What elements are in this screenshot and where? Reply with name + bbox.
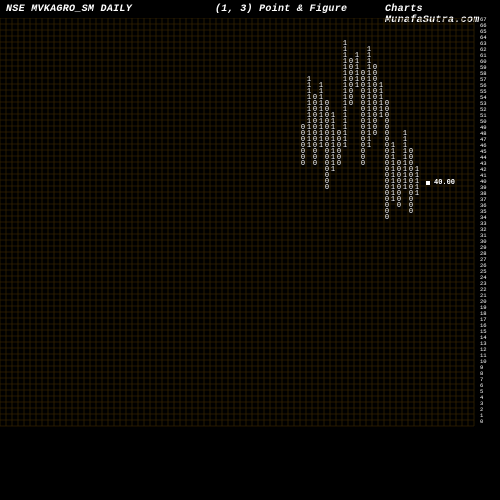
grid — [0, 18, 478, 430]
o-mark: 0 — [324, 185, 330, 192]
x-mark: 1 — [342, 143, 348, 150]
current-price-marker — [426, 181, 430, 185]
o-mark: 0 — [300, 161, 306, 168]
o-mark: 0 — [348, 101, 354, 108]
o-mark: 0 — [384, 215, 390, 222]
chart-header: NSE MVKAGRO_SM DAILY (1, 3) Point & Figu… — [0, 4, 500, 18]
x-mark: 1 — [414, 191, 420, 198]
y-axis-label: 0 — [480, 419, 498, 425]
x-mark: 1 — [330, 167, 336, 174]
pnf-chart — [0, 18, 478, 430]
x-mark: 1 — [366, 143, 372, 150]
o-mark: 0 — [360, 161, 366, 168]
current-price-label: 40.00 — [434, 179, 455, 187]
o-mark: 0 — [396, 203, 402, 210]
o-mark: 0 — [408, 209, 414, 216]
o-mark: 0 — [312, 161, 318, 168]
o-mark: 0 — [336, 161, 342, 168]
symbol-title: NSE MVKAGRO_SM DAILY — [6, 4, 132, 15]
chart-type-title: (1, 3) Point & Figure — [215, 4, 347, 15]
o-mark: 0 — [372, 131, 378, 138]
